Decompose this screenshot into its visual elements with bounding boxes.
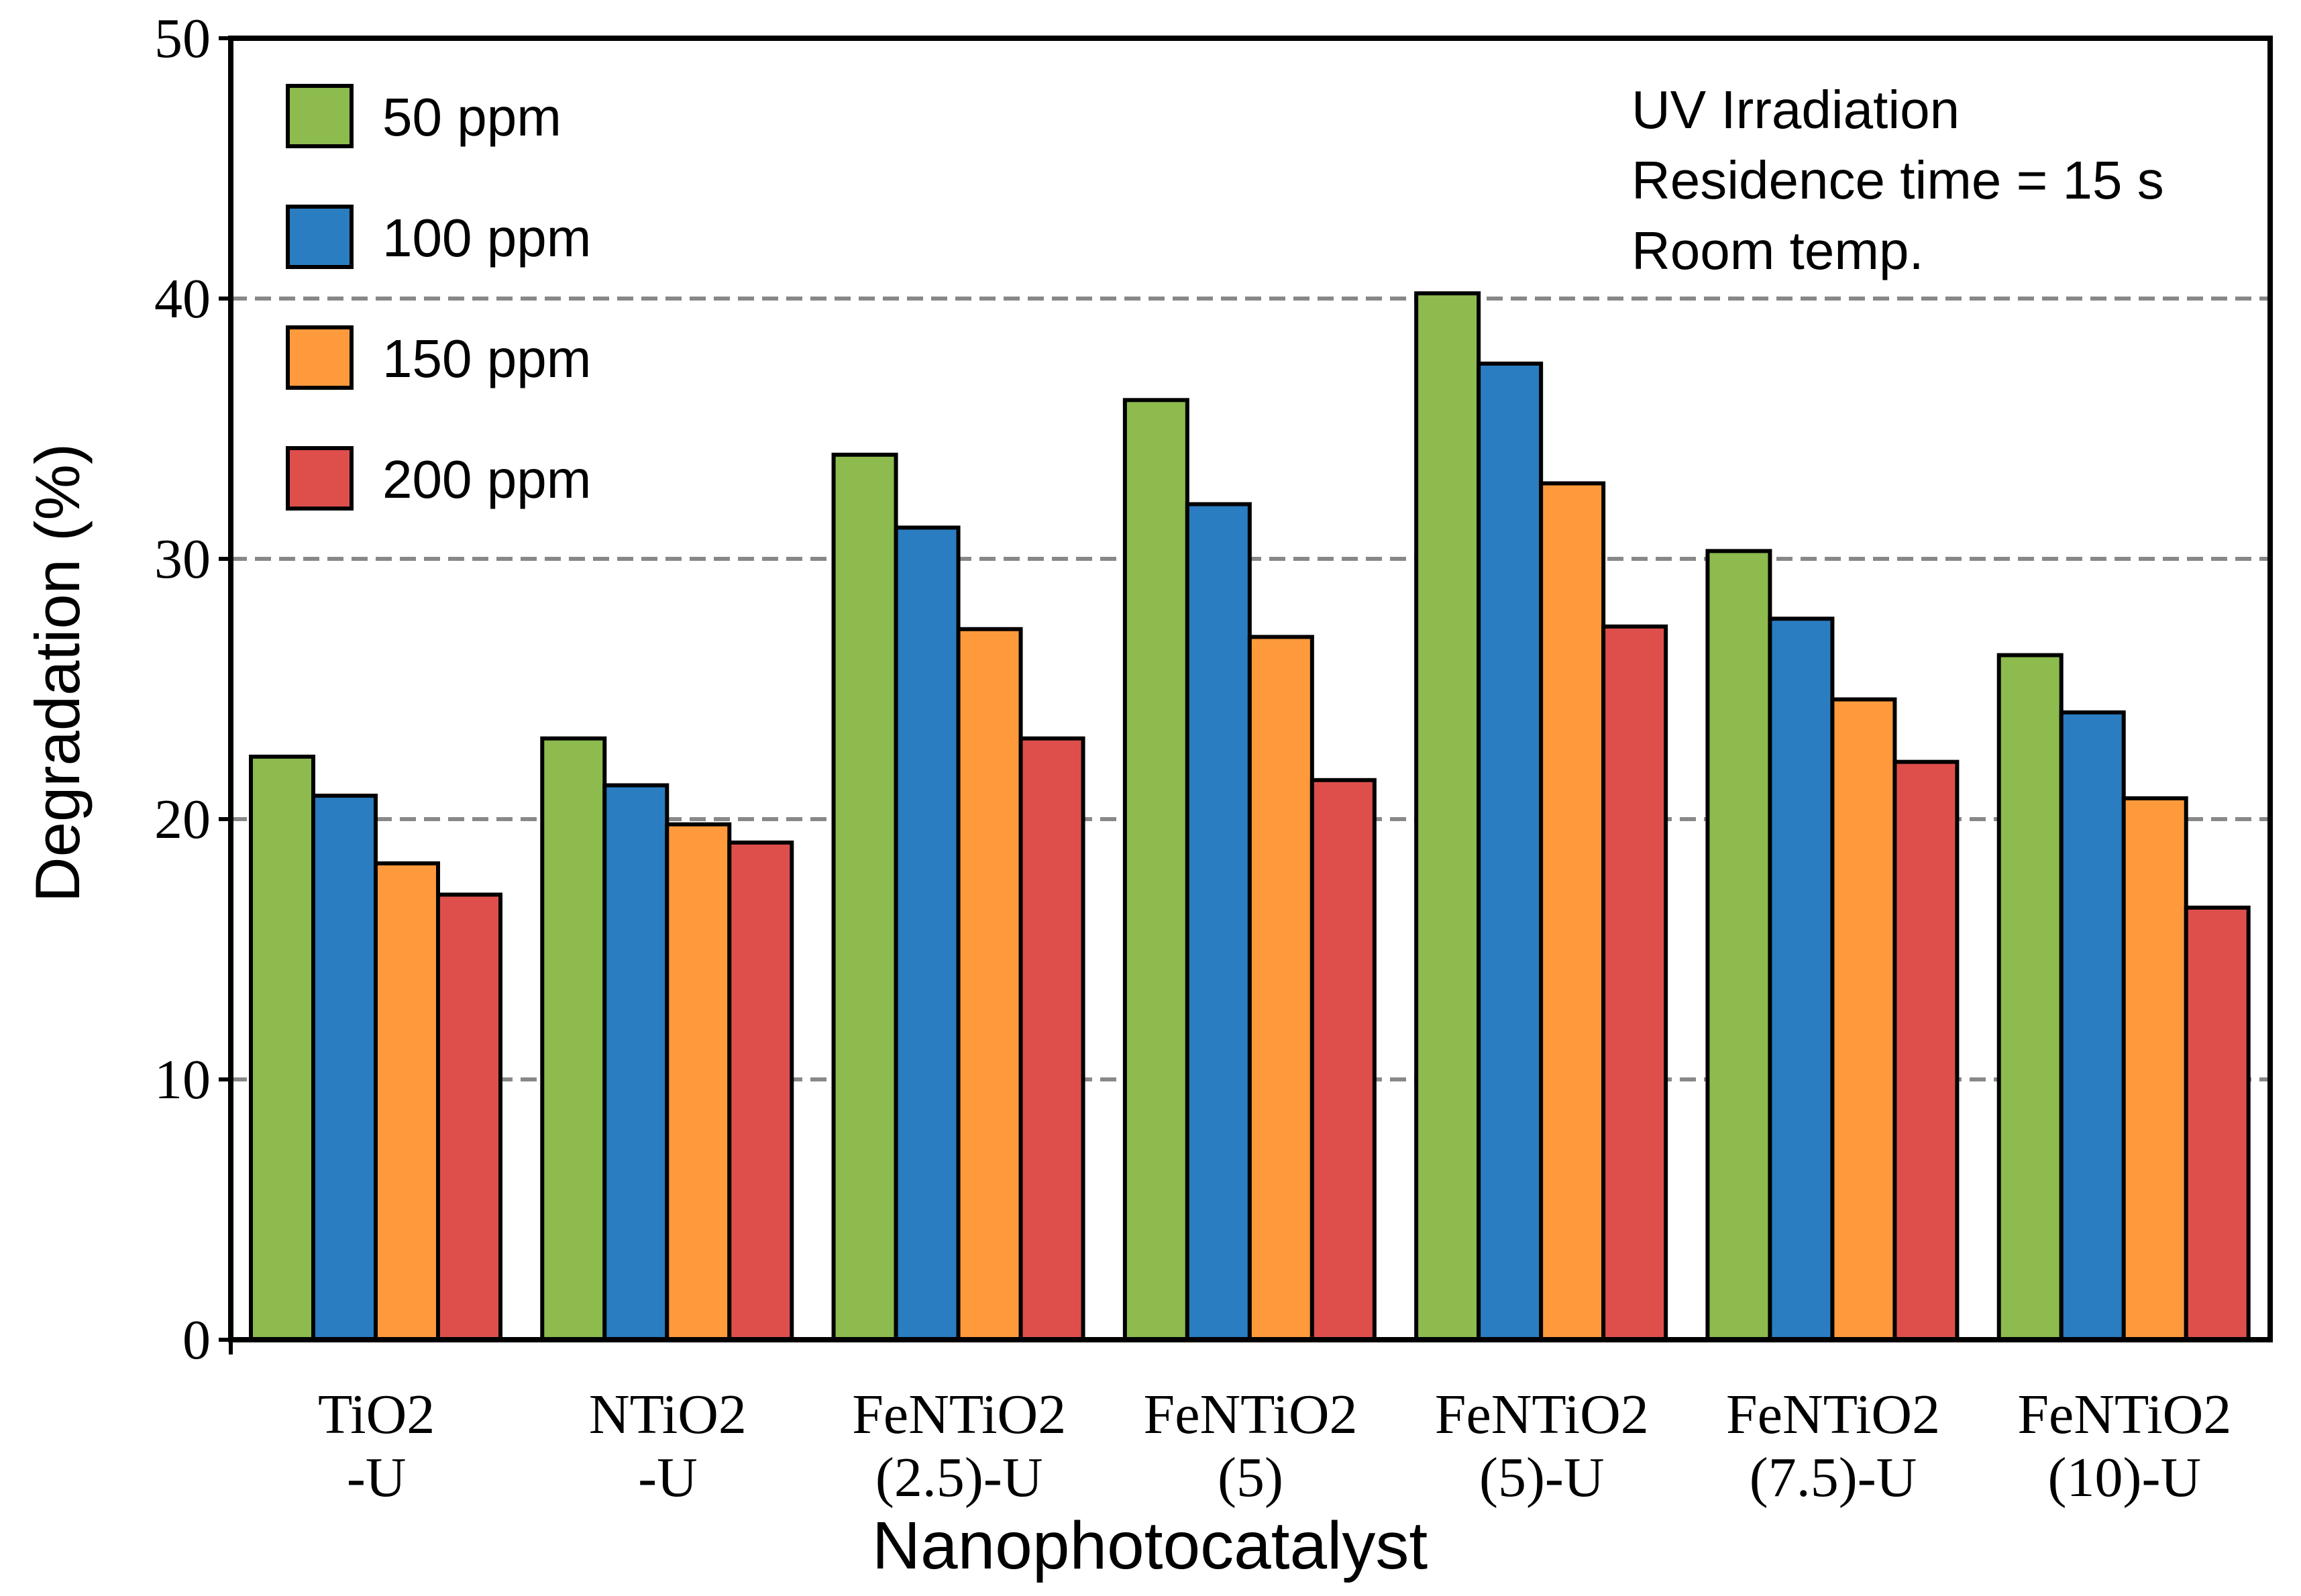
annotation-line-1: UV Irradiation <box>1631 80 1960 140</box>
bar <box>1247 635 1314 1342</box>
legend-swatch <box>286 84 354 148</box>
legend-swatch <box>286 205 354 269</box>
legend: 50 ppm 100 ppm 150 ppm 200 ppm <box>286 84 591 511</box>
bar <box>436 892 502 1342</box>
legend-label: 200 ppm <box>382 449 591 509</box>
x-axis-tick-labels: TiO2-UNTiO2-UFeNTiO2(2.5)-UFeNTiO2(5)FeN… <box>318 1383 2231 1509</box>
bar <box>1892 759 1960 1342</box>
bar <box>1018 736 1085 1342</box>
x-axis-label: Nanophotocatalyst <box>872 1508 1428 1583</box>
bar <box>1122 398 1189 1342</box>
x-tick-label: FeNTiO2 <box>2017 1383 2231 1446</box>
bar <box>1830 697 1897 1342</box>
x-tick-label: TiO2 <box>318 1383 435 1446</box>
bar <box>1185 502 1252 1342</box>
bar <box>727 840 794 1342</box>
legend-swatch <box>286 446 354 511</box>
bar <box>540 736 607 1342</box>
annotation-line-2: Residence time = 15 s <box>1631 150 2164 210</box>
y-tick-label: 50 <box>154 7 211 70</box>
x-tick-label: FeNTiO2 <box>1435 1383 1649 1446</box>
y-tick-label: 30 <box>154 528 211 590</box>
plot-frame <box>228 36 2273 1342</box>
bar <box>1768 617 1835 1342</box>
bars <box>249 291 2251 1342</box>
bar <box>2121 796 2188 1342</box>
legend-swatch <box>286 325 354 390</box>
x-tick-label: FeNTiO2 <box>1143 1383 1357 1446</box>
bar <box>249 754 315 1342</box>
y-tick-label: 20 <box>154 788 211 851</box>
bar <box>1477 362 1544 1342</box>
bar <box>1601 624 1668 1342</box>
y-axis-label: Degradation (%) <box>22 443 93 902</box>
y-tick-label: 10 <box>154 1049 211 1111</box>
bar <box>1705 549 1772 1342</box>
bar <box>2059 710 2126 1342</box>
x-tick-label: FeNTiO2 <box>852 1383 1066 1446</box>
x-tick-label: (10)-U <box>2048 1446 2202 1509</box>
bar <box>1996 653 2064 1342</box>
x-tick-label: (2.5)-U <box>875 1446 1043 1509</box>
annotation: UV Irradiation Residence time = 15 s Roo… <box>1631 80 2164 280</box>
legend-label: 150 ppm <box>382 329 591 388</box>
x-tick-label: FeNTiO2 <box>1726 1383 1940 1446</box>
x-tick-label: -U <box>638 1446 698 1509</box>
bar <box>1309 778 1377 1342</box>
y-axis-ticks: 0 10 20 30 40 50 <box>154 7 233 1371</box>
x-tick-label: -U <box>347 1446 407 1509</box>
legend-label: 50 ppm <box>382 87 561 147</box>
bar <box>956 627 1023 1342</box>
bar <box>665 822 732 1342</box>
bar <box>894 525 961 1342</box>
legend-label: 100 ppm <box>382 208 591 268</box>
x-tick-label: (5) <box>1218 1446 1283 1509</box>
bar <box>2184 905 2251 1342</box>
annotation-line-3: Room temp. <box>1631 221 1924 280</box>
bar <box>311 794 378 1342</box>
x-tick-label: (5)-U <box>1479 1446 1605 1509</box>
bar <box>1539 481 1606 1342</box>
bar <box>1414 291 1481 1342</box>
y-tick-label: 0 <box>182 1309 211 1371</box>
bar <box>602 783 670 1342</box>
bar <box>374 861 440 1342</box>
y-tick-label: 40 <box>154 268 211 330</box>
x-tick-label: (7.5)-U <box>1750 1446 1917 1509</box>
bar <box>831 452 898 1342</box>
x-tick-label: NTiO2 <box>589 1383 747 1446</box>
